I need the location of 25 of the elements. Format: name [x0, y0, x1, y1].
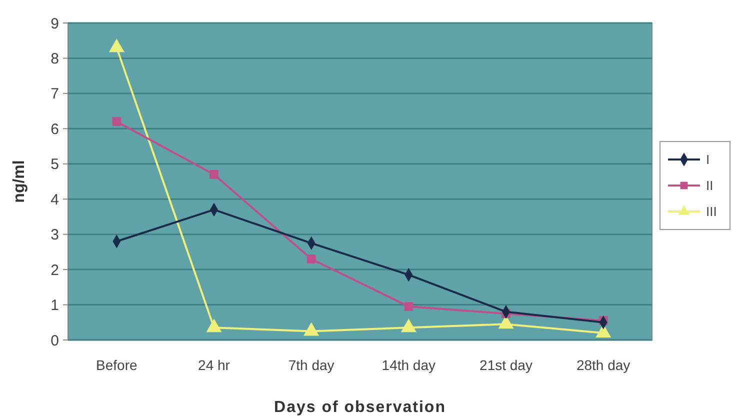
y-tick-label: 4 [50, 191, 59, 208]
x-tick-label: 24 hr [198, 357, 230, 373]
y-tick-label: 1 [50, 297, 59, 314]
point [112, 117, 122, 126]
y-tick-label: 9 [50, 15, 59, 32]
point [404, 302, 414, 312]
x-tick-label: Before [96, 357, 138, 373]
y-tick-label: 5 [50, 156, 59, 174]
y-tick-label: 8 [50, 50, 59, 68]
y-tick-label: 7 [50, 86, 59, 103]
y-tick-label: 0 [50, 332, 59, 350]
y-tick-label: 6 [50, 120, 59, 138]
x-tick-label: 7th day [288, 357, 334, 373]
point [306, 254, 316, 264]
legend-label: III [706, 204, 717, 220]
legend-label: II [706, 178, 714, 194]
y-tick-label: 3 [50, 226, 59, 244]
legend-label: I [706, 152, 710, 168]
x-tick-label: 28th day [576, 357, 630, 373]
y-axis-title: ng/ml [11, 160, 28, 203]
x-tick-label: 21st day [480, 357, 532, 373]
point [210, 170, 218, 179]
x-tick-label: 14th day [382, 357, 436, 373]
x-axis-title: Days of observation [274, 399, 446, 416]
y-tick-label: 2 [50, 262, 59, 279]
